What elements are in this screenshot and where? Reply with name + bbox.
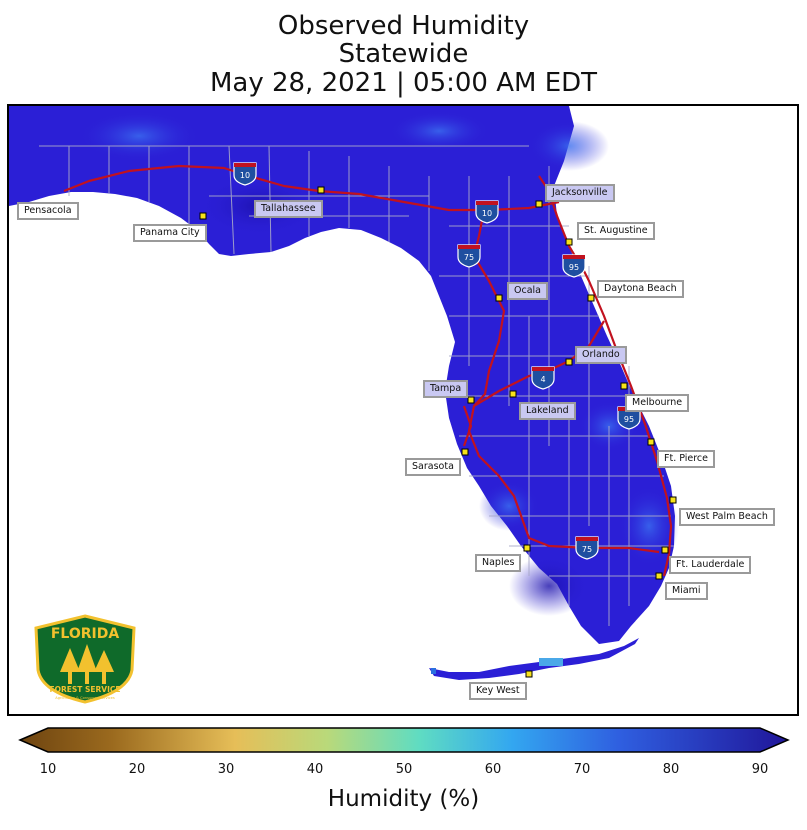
city-marker (661, 546, 669, 554)
logo-text-forest-service: FOREST SERVICE (49, 685, 120, 694)
colorbar-gradient (18, 727, 790, 753)
florida-map-svg: 10 10 75 95 4 95 75 (9, 106, 679, 680)
city-label-tallahassee: Tallahassee (254, 200, 323, 218)
florida-keys (429, 638, 639, 680)
humidity-map: 10 10 75 95 4 95 75 Pensacola Tallahassee… (7, 104, 799, 716)
colorbar-tick-label: 20 (128, 762, 146, 777)
city-marker (509, 390, 517, 398)
city-marker (647, 438, 655, 446)
colorbar-tick-label: 90 (751, 762, 769, 777)
keys-light-patch (539, 658, 563, 666)
shield-number: 75 (582, 545, 592, 554)
city-marker (565, 358, 573, 366)
logo-trees-icon (60, 644, 114, 684)
shield-number: 10 (240, 171, 250, 180)
city-marker (317, 186, 325, 194)
city-marker (525, 670, 533, 678)
map-title-line2: Statewide (338, 39, 469, 69)
city-label-daytona-beach: Daytona Beach (597, 280, 684, 298)
shield-number: 95 (569, 263, 579, 272)
interstate-shield-icon: 75 (457, 244, 481, 268)
city-label-panama-city: Panama City (133, 224, 207, 242)
city-label-ocala: Ocala (507, 282, 548, 300)
colorbar-tick-label: 70 (573, 762, 591, 777)
interstate-shield-icon: 95 (562, 254, 586, 278)
humidity-patch (529, 121, 609, 171)
humidity-patch (479, 481, 539, 531)
keys-islet (431, 668, 436, 674)
humidity-patch (389, 111, 489, 151)
city-label-ft-pierce: Ft. Pierce (657, 450, 715, 468)
city-label-west-palm-beach: West Palm Beach (679, 508, 775, 526)
i75 (467, 209, 660, 554)
city-label-tampa: Tampa (423, 380, 469, 398)
humidity-patch (79, 111, 199, 161)
city-label-key-west: Key West (469, 682, 527, 700)
city-marker (669, 496, 677, 504)
city-marker (565, 238, 573, 246)
shield-number: 10 (482, 209, 492, 218)
i275 (462, 405, 473, 447)
city-label-jacksonville: Jacksonville (545, 184, 615, 202)
interstate-shield-icon: 4 (531, 366, 555, 390)
colorbar-tick-label: 30 (217, 762, 235, 777)
shields: 10 10 75 95 4 95 75 (233, 162, 641, 560)
interstate-shield-icon: 10 (475, 200, 499, 224)
map-timestamp: May 28, 2021 | 05:00 AM EDT (209, 68, 598, 98)
city-marker (461, 448, 469, 456)
city-marker (620, 382, 628, 390)
city-label-pensacola: Pensacola (17, 202, 79, 220)
colorbar-label: Humidity (%) (327, 786, 480, 812)
city-label-naples: Naples (475, 554, 522, 572)
shield-number: 75 (464, 253, 474, 262)
city-label-st-augustine: St. Augustine (577, 222, 655, 240)
city-label-melbourne: Melbourne (625, 394, 690, 412)
interstate-shield-icon: 75 (575, 536, 599, 560)
shield-number: 4 (540, 375, 545, 384)
colorbar-tick-label: 50 (395, 762, 413, 777)
colorbar-tick-label: 60 (484, 762, 502, 777)
city-marker (587, 294, 595, 302)
city-marker (655, 572, 663, 580)
city-marker (199, 212, 207, 220)
city-marker (467, 396, 475, 404)
city-label-lakeland: Lakeland (519, 402, 576, 420)
city-marker (523, 544, 531, 552)
city-label-orlando: Orlando (575, 346, 627, 364)
colorbar-tick-label: 40 (306, 762, 324, 777)
shield-number: 95 (624, 415, 634, 424)
logo-text-florida: FLORIDA (51, 626, 119, 642)
interstate-shield-icon: 10 (233, 162, 257, 186)
city-marker (495, 294, 503, 302)
city-label-ft-lauderdale: Ft. Lauderdale (669, 556, 752, 574)
city-label-sarasota: Sarasota (405, 458, 461, 476)
colorbar-tick-label: 10 (39, 762, 57, 777)
city-marker (535, 200, 543, 208)
map-title-line1: Observed Humidity (277, 11, 530, 41)
colorbar-tick-label: 80 (662, 762, 680, 777)
city-label-miami: Miami (665, 582, 708, 600)
logo-text-agency: Agriculture & Consumer Services (55, 696, 115, 700)
florida-forest-service-logo: FLORIDA FOREST SERVICE Agriculture & Con… (34, 614, 136, 704)
humidity-colorbar (18, 727, 790, 753)
